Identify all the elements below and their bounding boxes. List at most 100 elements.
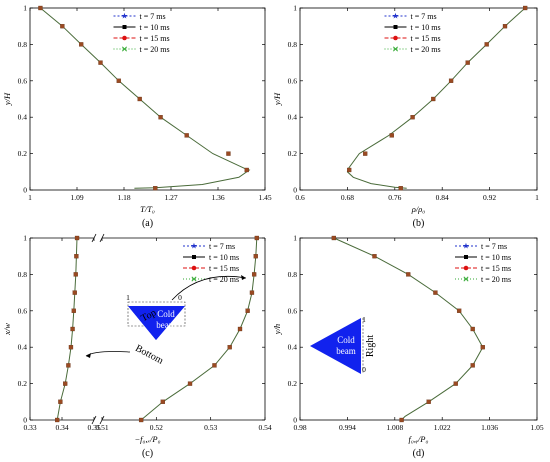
data-marker bbox=[227, 345, 232, 350]
legend-label: t = 15 ms bbox=[481, 264, 511, 273]
data-marker bbox=[226, 151, 231, 156]
x-tick-label: 0.51 bbox=[95, 423, 108, 432]
x-tick-label: 0.68 bbox=[341, 193, 354, 202]
x-tick-label: 1 bbox=[28, 193, 32, 202]
y-tick-label: 0 bbox=[23, 186, 27, 195]
data-marker bbox=[410, 115, 415, 120]
y-tick-label: 0.8 bbox=[288, 40, 298, 49]
x-tick-label: 0.92 bbox=[483, 193, 496, 202]
legend-marker bbox=[122, 25, 127, 29]
data-marker bbox=[426, 399, 431, 404]
x-axis-label: ρ/ρ₀ bbox=[411, 204, 426, 214]
data-marker bbox=[55, 417, 60, 423]
legend-marker: ★ bbox=[121, 12, 128, 21]
y-tick-label: 0.6 bbox=[18, 306, 28, 315]
legend-marker bbox=[121, 46, 128, 52]
data-marker bbox=[72, 290, 77, 295]
data-marker bbox=[331, 235, 337, 241]
y-tick-label: 0.4 bbox=[288, 343, 298, 352]
inset-bottom-label: Bottom bbox=[133, 343, 165, 367]
axis-break-mark bbox=[91, 415, 105, 425]
x-tick-label: 0.53 bbox=[204, 423, 217, 432]
y-tick-label: 1 bbox=[23, 4, 27, 13]
data-marker bbox=[398, 186, 403, 191]
cold-beam-triangle bbox=[310, 318, 361, 374]
data-marker bbox=[71, 308, 76, 313]
x-tick-label: 0.76 bbox=[388, 193, 401, 202]
data-marker bbox=[465, 60, 470, 65]
legend-label: t = 15 ms bbox=[209, 264, 239, 273]
x-tick-label: 1.022 bbox=[434, 423, 451, 432]
data-marker bbox=[160, 399, 166, 404]
annotation-arrowhead-top bbox=[241, 275, 246, 280]
legend-marker bbox=[463, 276, 469, 282]
y-tick-label: 1 bbox=[23, 234, 27, 243]
plot-frame-1 bbox=[299, 7, 538, 191]
legend-label: t = 10 ms bbox=[209, 253, 239, 262]
y-axis-label: y/h bbox=[272, 324, 282, 335]
y-tick-label: 1 bbox=[293, 234, 297, 243]
profile-line bbox=[333, 237, 484, 421]
data-marker bbox=[74, 235, 80, 241]
legend-label: t = 20 ms bbox=[209, 275, 239, 284]
y-tick-label: 0.2 bbox=[288, 149, 298, 158]
data-marker bbox=[73, 272, 78, 277]
y-tick-label: 0.4 bbox=[18, 343, 28, 352]
annotation-arrow-top bbox=[171, 275, 247, 301]
legend-marker bbox=[393, 25, 398, 29]
x-tick-label: 1.18 bbox=[117, 193, 130, 202]
y-tick-label: 0.2 bbox=[18, 149, 28, 158]
data-marker bbox=[251, 272, 257, 277]
chart-panel-d: 0 0.2 0.4 0.6 0.8 1 y/h 0.98 0.994 1.008 1.022 1.03… bbox=[272, 234, 544, 460]
data-marker bbox=[237, 326, 243, 332]
panel-label: (c) bbox=[142, 448, 153, 459]
y-tick-label: 0 bbox=[293, 186, 297, 195]
legend-marker: ★ bbox=[190, 242, 197, 251]
inset-corner-label-right: 0 bbox=[178, 293, 182, 302]
x-tick-label: 1.45 bbox=[258, 193, 271, 202]
legend-label: t = 20 ms bbox=[411, 45, 441, 54]
data-marker bbox=[523, 5, 528, 11]
legend-label: t = 20 ms bbox=[481, 275, 511, 284]
legend-marker bbox=[392, 46, 399, 52]
x-tick-label: 0.34 bbox=[55, 423, 68, 432]
x-tick-label: 0.54 bbox=[258, 423, 271, 432]
data-marker bbox=[484, 42, 489, 47]
x-axis-label: −f₀,ₓ/P₀ bbox=[134, 434, 160, 444]
legend-label: t = 7 ms bbox=[481, 242, 507, 251]
x-tick-label: 0.994 bbox=[339, 423, 356, 432]
plot-frame-3 bbox=[299, 237, 538, 421]
y-tick-label: 0.4 bbox=[288, 113, 298, 122]
y-tick-label: 0.6 bbox=[288, 306, 298, 315]
legend-marker bbox=[191, 265, 197, 271]
profile-line bbox=[346, 7, 526, 189]
data-marker bbox=[480, 345, 485, 350]
x-tick-label: 0.52 bbox=[150, 423, 163, 432]
data-marker bbox=[406, 272, 411, 277]
x-tick-label: 1.36 bbox=[211, 193, 224, 202]
y-tick-label: 1 bbox=[293, 4, 297, 13]
y-tick-label: 0.2 bbox=[288, 379, 298, 388]
y-tick-label: 0.4 bbox=[18, 113, 28, 122]
data-marker bbox=[431, 96, 436, 102]
data-marker bbox=[58, 399, 63, 404]
data-marker bbox=[363, 151, 368, 156]
y-tick-label: 0 bbox=[293, 416, 297, 425]
data-marker bbox=[389, 133, 394, 138]
inset-title-line2: beam bbox=[156, 320, 176, 330]
chart-panel-b: 0 0.2 0.4 0.6 0.8 1 y/H 0.6 0.68 0.76 0.84 0.92 1 ★ t … bbox=[272, 4, 539, 230]
annotation-arrowhead-bottom bbox=[86, 353, 91, 358]
legend-label: t = 10 ms bbox=[140, 23, 170, 32]
inset-title-line1: Cold bbox=[157, 309, 175, 319]
data-marker bbox=[70, 326, 75, 332]
legend-marker bbox=[463, 265, 469, 271]
legend-marker: ★ bbox=[462, 242, 469, 251]
inset-corner-label-bottom: 0 bbox=[362, 365, 366, 374]
chart-panel-c: 0.33 0.34 0.350.51 0.52 0.53 0.54 0 0.2 0.4 0.6 0.… bbox=[2, 234, 272, 460]
x-tick-label: 0.84 bbox=[436, 193, 449, 202]
data-marker bbox=[254, 235, 260, 241]
panel-label: (d) bbox=[413, 448, 425, 459]
x-axis-label: f₀,ᵧ/P₀ bbox=[409, 434, 429, 444]
chart-panel-a: 0 0.2 0.4 0.6 0.8 1 y/H 1 1.09 1.18 1.27 1.36 1.45 ★ t… bbox=[2, 4, 272, 230]
